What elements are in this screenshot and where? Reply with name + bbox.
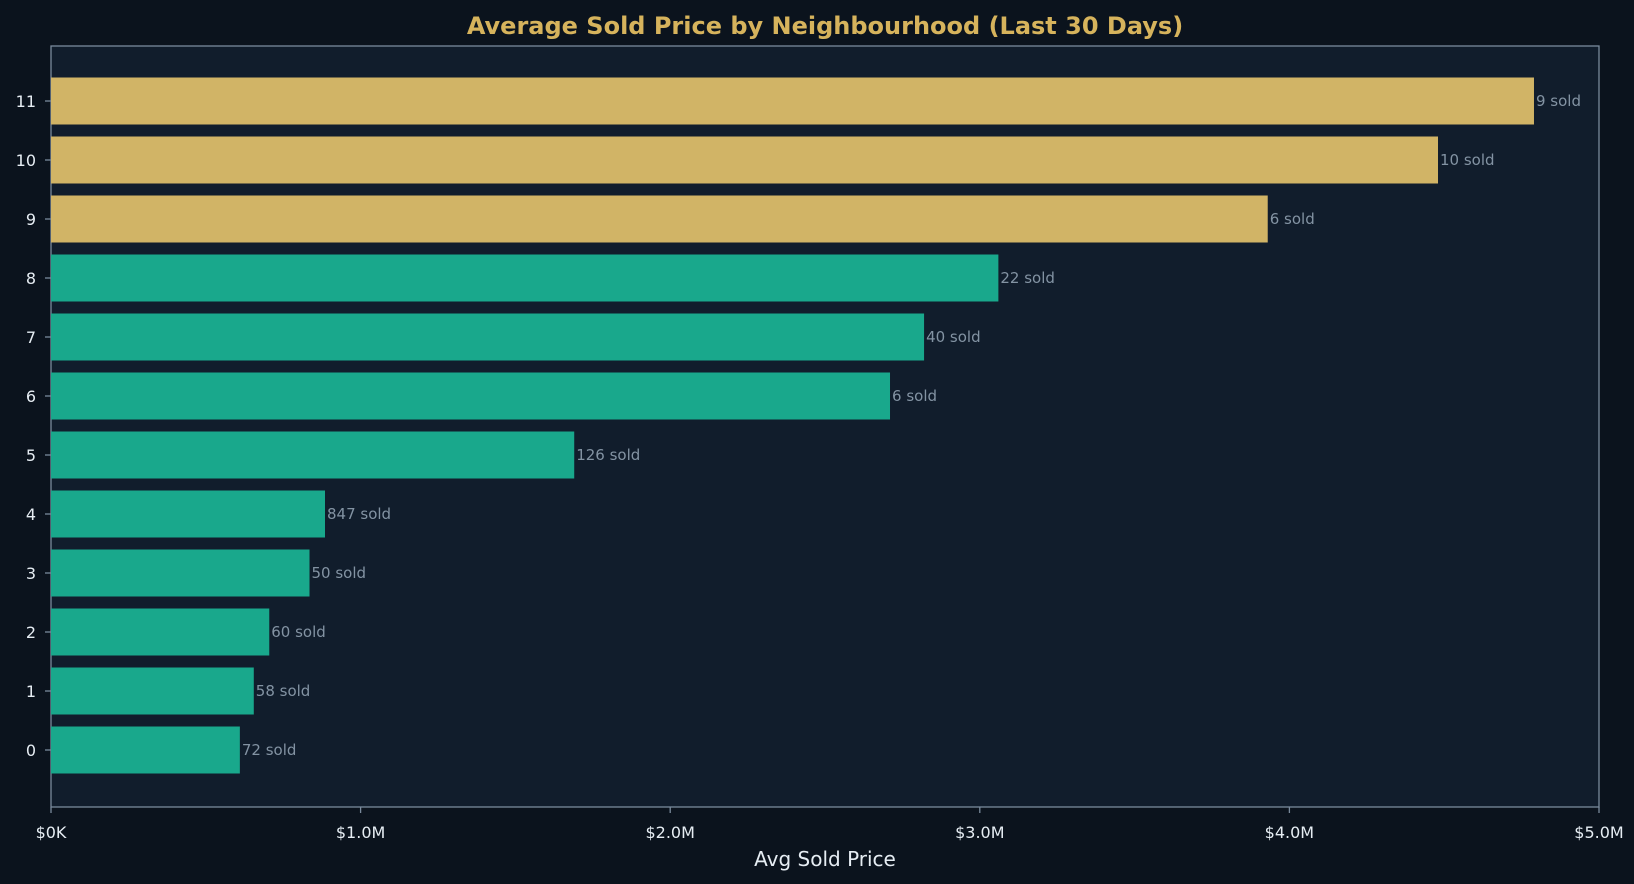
data-label-6: 6 sold: [892, 387, 937, 405]
bar-1: [51, 667, 254, 715]
x-tick-label-1: $1.0M: [336, 823, 385, 842]
bar-8: [51, 254, 999, 302]
x-tick-label-0: $0K: [36, 823, 67, 842]
bars-layer: [51, 77, 1534, 774]
data-label-11: 9 sold: [1536, 92, 1581, 110]
y-tick-label-7: 7: [26, 328, 36, 347]
x-axis-label: Avg Sold Price: [754, 847, 896, 871]
y-tick-label-0: 0: [26, 741, 36, 760]
y-tick-label-5: 5: [26, 446, 36, 465]
data-label-1: 58 sold: [256, 682, 311, 700]
data-labels-layer: 72 sold 58 sold 60 sold 50 sold 847 sold 126 …: [242, 92, 1581, 759]
data-label-10: 10 sold: [1440, 151, 1495, 169]
y-tick-label-3: 3: [26, 564, 36, 583]
y-tick-label-8: 8: [26, 269, 36, 288]
bar-0: [51, 726, 240, 774]
y-axis: 0 1 2 3 4 5 6 7 8 9 10 11: [16, 92, 51, 760]
x-tick-label-4: $4.0M: [1265, 823, 1314, 842]
y-tick-label-6: 6: [26, 387, 36, 406]
data-label-5: 126 sold: [576, 446, 640, 464]
data-label-8: 22 sold: [1000, 269, 1055, 287]
data-label-3: 50 sold: [312, 564, 367, 582]
data-label-0: 72 sold: [242, 741, 297, 759]
y-tick-label-2: 2: [26, 623, 36, 642]
bar-2: [51, 608, 270, 656]
y-tick-label-1: 1: [26, 682, 36, 701]
bar-4: [51, 490, 325, 538]
bar-9: [51, 195, 1268, 243]
y-tick-label-9: 9: [26, 210, 36, 229]
x-axis: $0K $1.0M $2.0M $3.0M $4.0M $5.0M: [36, 807, 1624, 842]
y-tick-label-10: 10: [16, 151, 36, 170]
bar-6: [51, 372, 891, 420]
bar-10: [51, 136, 1439, 184]
x-tick-label-5: $5.0M: [1574, 823, 1623, 842]
x-tick-label-3: $3.0M: [955, 823, 1004, 842]
chart-title: Average Sold Price by Neighbourhood (Las…: [467, 12, 1183, 40]
data-label-2: 60 sold: [271, 623, 326, 641]
bar-3: [51, 549, 310, 597]
y-tick-label-4: 4: [26, 505, 36, 524]
y-tick-label-11: 11: [16, 92, 36, 111]
data-label-7: 40 sold: [926, 328, 981, 346]
bar-7: [51, 313, 925, 361]
data-label-4: 847 sold: [327, 505, 391, 523]
data-label-9: 6 sold: [1270, 210, 1315, 228]
bar-11: [51, 77, 1534, 125]
x-tick-label-2: $2.0M: [645, 823, 694, 842]
bar-5: [51, 431, 575, 479]
